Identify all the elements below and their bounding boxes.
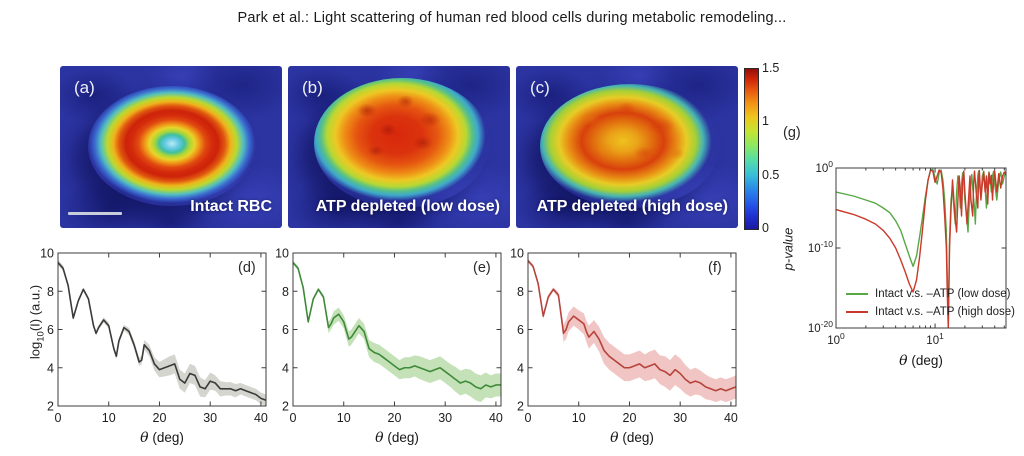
rbc-3d-surface-intact (88, 86, 256, 206)
svg-text:30: 30 (673, 411, 687, 425)
chart-e-svg: 0 10 20 30 40 2 4 6 8 10 θ (deg) (275, 247, 503, 447)
chart-scattering-atp-high: 0 10 20 30 40 2 4 6 8 10 θ (deg) (495, 245, 745, 450)
plot-label-f: (f) (708, 260, 722, 276)
legend-line-low-dose (846, 293, 868, 295)
chart-scattering-atp-low: 0 10 20 30 40 2 4 6 8 10 θ (deg) (260, 245, 510, 450)
svg-text:4: 4 (517, 361, 524, 375)
svg-text:6: 6 (517, 323, 524, 337)
svg-text:8: 8 (282, 285, 289, 299)
legend-line-high-dose (846, 311, 868, 313)
chart-g-legend: Intact v.s. –ATP (low dose) Intact v.s. … (846, 285, 1015, 321)
panel-label-b: (b) (302, 78, 323, 97)
svg-text:20: 20 (153, 411, 167, 425)
svg-text:0: 0 (55, 411, 62, 425)
svg-text:40: 40 (724, 411, 738, 425)
surface-panel-atp-low: (b) ATP depleted (low dose) (288, 66, 510, 228)
legend-item-high-dose: Intact v.s. –ATP (high dose) (846, 303, 1015, 321)
page-title: Park et al.: Light scattering of human r… (237, 10, 787, 26)
colorbar-tick-0p5: 0.5 (762, 168, 780, 182)
svg-text:10: 10 (510, 247, 524, 261)
colorbar-tick-1: 1 (762, 114, 769, 128)
chart-d-svg: 0 10 20 30 40 2 4 6 8 10 θ (deg) (40, 247, 268, 447)
chart-g-svg: 100 101 100 10-10 10-20 θ (deg) (808, 159, 1007, 369)
panel-label-a: (a) (74, 78, 95, 97)
svg-text:100: 100 (815, 159, 833, 175)
panel-label-c: (c) (530, 78, 550, 97)
rbc-3d-surface-atp-low (314, 78, 490, 208)
svg-text:20: 20 (623, 411, 637, 425)
svg-text:0: 0 (525, 411, 532, 425)
svg-text:θ (deg): θ (deg) (610, 430, 654, 446)
svg-text:30: 30 (203, 411, 217, 425)
svg-text:θ (deg): θ (deg) (375, 430, 419, 446)
svg-text:10: 10 (102, 411, 116, 425)
y-axis-label-p-value: p-value (780, 227, 796, 271)
svg-text:4: 4 (47, 361, 54, 375)
svg-text:10: 10 (337, 411, 351, 425)
svg-text:10-10: 10-10 (808, 239, 833, 255)
svg-text:10: 10 (275, 247, 289, 261)
panel-caption-b: ATP depleted (low dose) (315, 198, 500, 215)
colorbar-tick-1p5: 1.5 (762, 61, 780, 75)
svg-text:2: 2 (517, 400, 524, 414)
plot-label-g: (g) (783, 125, 801, 141)
svg-text:10: 10 (572, 411, 586, 425)
svg-text:6: 6 (47, 323, 54, 337)
svg-text:8: 8 (47, 285, 54, 299)
y-axis-label-log-intensity: log10(I) (a.u.) (27, 284, 47, 360)
chart-f-svg: 0 10 20 30 40 2 4 6 8 10 θ (deg) (510, 247, 738, 447)
svg-text:40: 40 (254, 411, 268, 425)
surface-panel-intact-rbc: (a) Intact RBC (60, 66, 282, 228)
rbc-3d-surface-atp-high (540, 84, 720, 208)
svg-text:θ (deg): θ (deg) (140, 430, 184, 446)
colorbar-tick-0: 0 (762, 221, 769, 235)
svg-text:θ (deg): θ (deg) (899, 353, 943, 369)
svg-text:100: 100 (827, 331, 845, 347)
svg-text:101: 101 (926, 331, 944, 347)
svg-text:0: 0 (290, 411, 297, 425)
surface-panel-atp-high: (c) ATP depleted (high dose) (516, 66, 738, 228)
svg-text:10: 10 (40, 247, 54, 261)
plot-label-d: (d) (238, 260, 256, 276)
chart-p-value: 100 101 100 10-10 10-20 θ (deg) (798, 158, 1014, 373)
svg-text:4: 4 (282, 361, 289, 375)
legend-item-low-dose: Intact v.s. –ATP (low dose) (846, 285, 1015, 303)
svg-text:8: 8 (517, 285, 524, 299)
svg-text:6: 6 (282, 323, 289, 337)
panel-caption-a: Intact RBC (190, 198, 272, 215)
chart-scattering-intact: 0 10 20 30 40 2 4 6 8 10 θ (deg) (25, 245, 275, 450)
plot-label-e: (e) (473, 260, 491, 276)
scale-bar (68, 212, 122, 215)
height-colorbar (744, 68, 759, 230)
panel-caption-c: ATP depleted (high dose) (536, 198, 728, 215)
svg-text:2: 2 (282, 400, 289, 414)
svg-text:20: 20 (388, 411, 402, 425)
svg-text:40: 40 (489, 411, 503, 425)
svg-text:2: 2 (47, 400, 54, 414)
svg-text:10-20: 10-20 (808, 319, 833, 335)
svg-text:30: 30 (438, 411, 452, 425)
